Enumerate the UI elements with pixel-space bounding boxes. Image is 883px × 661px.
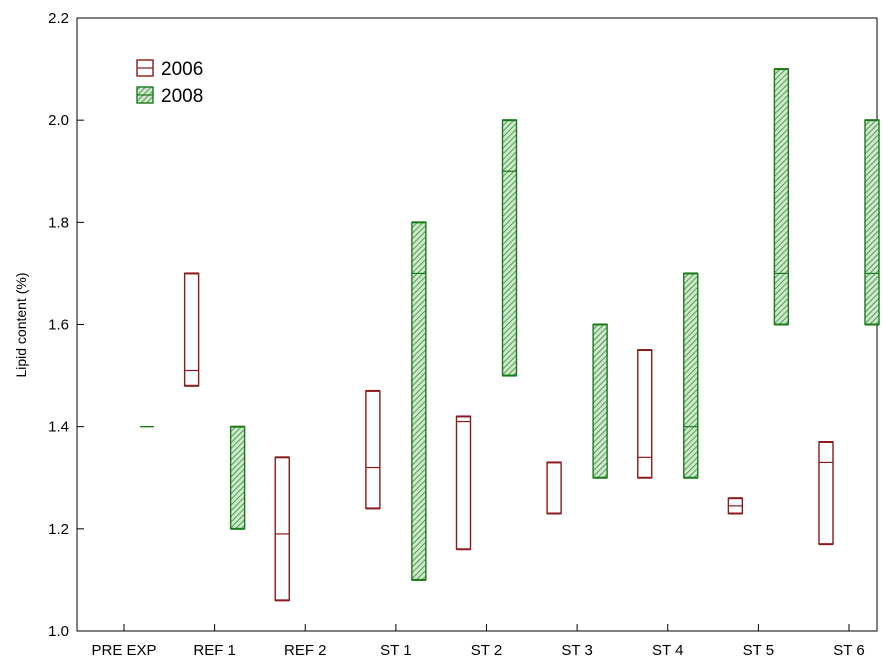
box-body	[411, 221, 427, 581]
x-tick-label: ST 6	[833, 642, 864, 659]
box-body	[455, 415, 472, 550]
box-2008-st-3	[592, 323, 608, 479]
box-2006-st-4	[637, 349, 653, 479]
x-tick-label: ST 1	[380, 642, 411, 659]
x-tick-label: ST 3	[561, 642, 592, 659]
box-2006-st-1	[365, 389, 381, 510]
x-tick-label: PRE EXP	[91, 642, 156, 659]
boxes-layer	[140, 68, 880, 602]
box-body	[864, 119, 880, 326]
box-body	[183, 272, 200, 387]
box-2006-ref-2	[274, 456, 290, 602]
legend: 2006 2008	[136, 59, 203, 107]
box-2006-st-2	[455, 415, 472, 551]
box-body	[546, 461, 562, 515]
box-2008-ref-1	[229, 425, 246, 530]
box-2008-st-5	[773, 68, 790, 326]
box-2008-st-1	[411, 221, 427, 581]
y-axis-title: Lipid content (%)	[13, 272, 29, 377]
box-body	[229, 425, 246, 530]
y-tick-label: 1.8	[48, 214, 69, 231]
box-2008-st-6	[864, 119, 880, 326]
x-axis: PRE EXP REF 1 REF 2 ST 1 ST 2 ST 3 ST 4 ST 5 ST …	[91, 624, 865, 659]
y-tick-label: 1.6	[48, 317, 69, 334]
x-tick-label: REF 1	[193, 642, 236, 659]
x-tick-label: ST 2	[471, 642, 502, 659]
y-tick-label: 1.4	[48, 419, 69, 436]
box-body	[592, 323, 608, 479]
box-2006-st-6	[818, 440, 834, 546]
legend-label: 2006	[161, 59, 203, 80]
y-tick-label: 1.0	[48, 623, 69, 640]
x-tick-label: ST 4	[652, 642, 683, 659]
box-body	[365, 390, 381, 510]
legend-item-2006: 2006	[136, 59, 203, 80]
box-body	[501, 119, 518, 377]
box-body	[773, 68, 790, 326]
box-2008-st-4	[683, 272, 699, 479]
y-tick-label: 1.2	[48, 521, 69, 538]
box-2008-st-2	[501, 119, 518, 377]
y-tick-label: 2.0	[48, 112, 69, 129]
legend-label: 2008	[161, 86, 203, 107]
plot-frame	[76, 17, 878, 632]
y-tick-label: 2.2	[48, 10, 69, 27]
x-tick-label: REF 2	[284, 642, 327, 659]
box-body	[683, 272, 699, 479]
legend-item-2008: 2008	[136, 86, 203, 107]
box-body	[274, 456, 290, 602]
box-2006-st-5	[727, 497, 744, 515]
box-2006-ref-1	[183, 272, 200, 387]
box-body	[818, 441, 834, 545]
y-axis: 1.0 1.2 1.4 1.6 1.8 2.0 2.2	[48, 10, 84, 640]
x-tick-label: ST 5	[743, 642, 774, 659]
box-2006-st-3	[546, 461, 562, 515]
box-body	[637, 349, 653, 479]
